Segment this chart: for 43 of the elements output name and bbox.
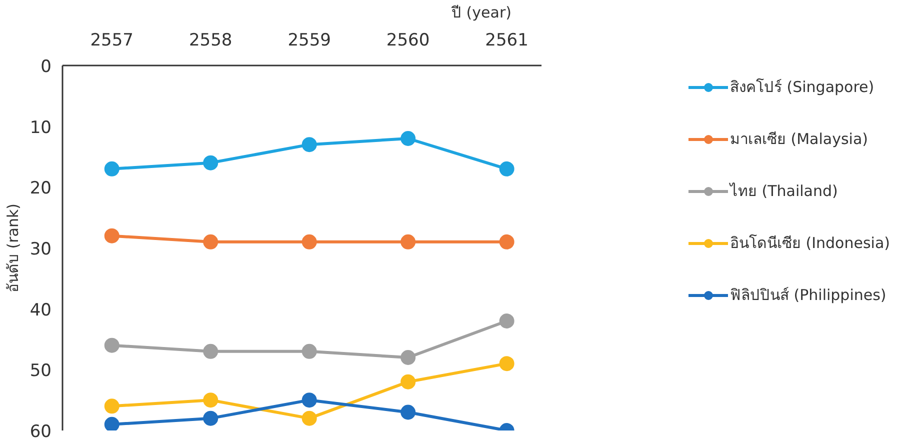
y-tick-label: 50	[30, 361, 52, 382]
legend-label: มาเลเซีย (Malaysia)	[730, 129, 868, 150]
point	[400, 131, 416, 146]
legend-label: ฟิลิปปินส์ (Philippines)	[730, 285, 886, 306]
y-axis-title: อันดับ (rank)	[4, 203, 22, 293]
point	[302, 234, 317, 250]
y-tick-label: 10	[30, 118, 52, 138]
point	[203, 344, 218, 359]
y-tick-label: 40	[30, 300, 52, 320]
point	[203, 155, 218, 170]
legend-label: ไทย (Thailand)	[730, 181, 838, 202]
point	[302, 410, 317, 426]
legend-label: อินโดนีเซีย (Indonesia)	[730, 233, 890, 254]
x-tick-label: 2561	[485, 30, 528, 50]
y-tick-label: 30	[30, 240, 52, 260]
point	[400, 350, 416, 365]
point	[302, 137, 317, 152]
point	[104, 161, 120, 176]
y-tick-label: 0	[40, 57, 52, 77]
x-tick-label: 2560	[386, 30, 430, 50]
x-tick-label: 2557	[90, 30, 134, 50]
point	[499, 161, 514, 176]
x-axis-title: ปี (year)	[450, 4, 512, 22]
point	[499, 314, 514, 328]
point	[104, 338, 120, 353]
point	[203, 234, 218, 250]
point	[104, 398, 120, 414]
point	[104, 228, 120, 244]
legend-label: สิงคโปร์ (Singapore)	[730, 77, 874, 98]
point	[400, 374, 416, 390]
point	[499, 356, 514, 372]
point	[203, 392, 218, 408]
y-tick-label: 20	[30, 178, 52, 199]
x-tick-label: 2559	[288, 30, 331, 50]
point	[400, 404, 416, 420]
point	[104, 416, 120, 430]
point	[499, 234, 514, 250]
point	[203, 410, 218, 426]
point	[302, 392, 317, 408]
point	[400, 234, 416, 250]
point	[302, 344, 317, 359]
y-tick-label: 60	[30, 422, 52, 442]
x-tick-label: 2558	[188, 30, 232, 50]
